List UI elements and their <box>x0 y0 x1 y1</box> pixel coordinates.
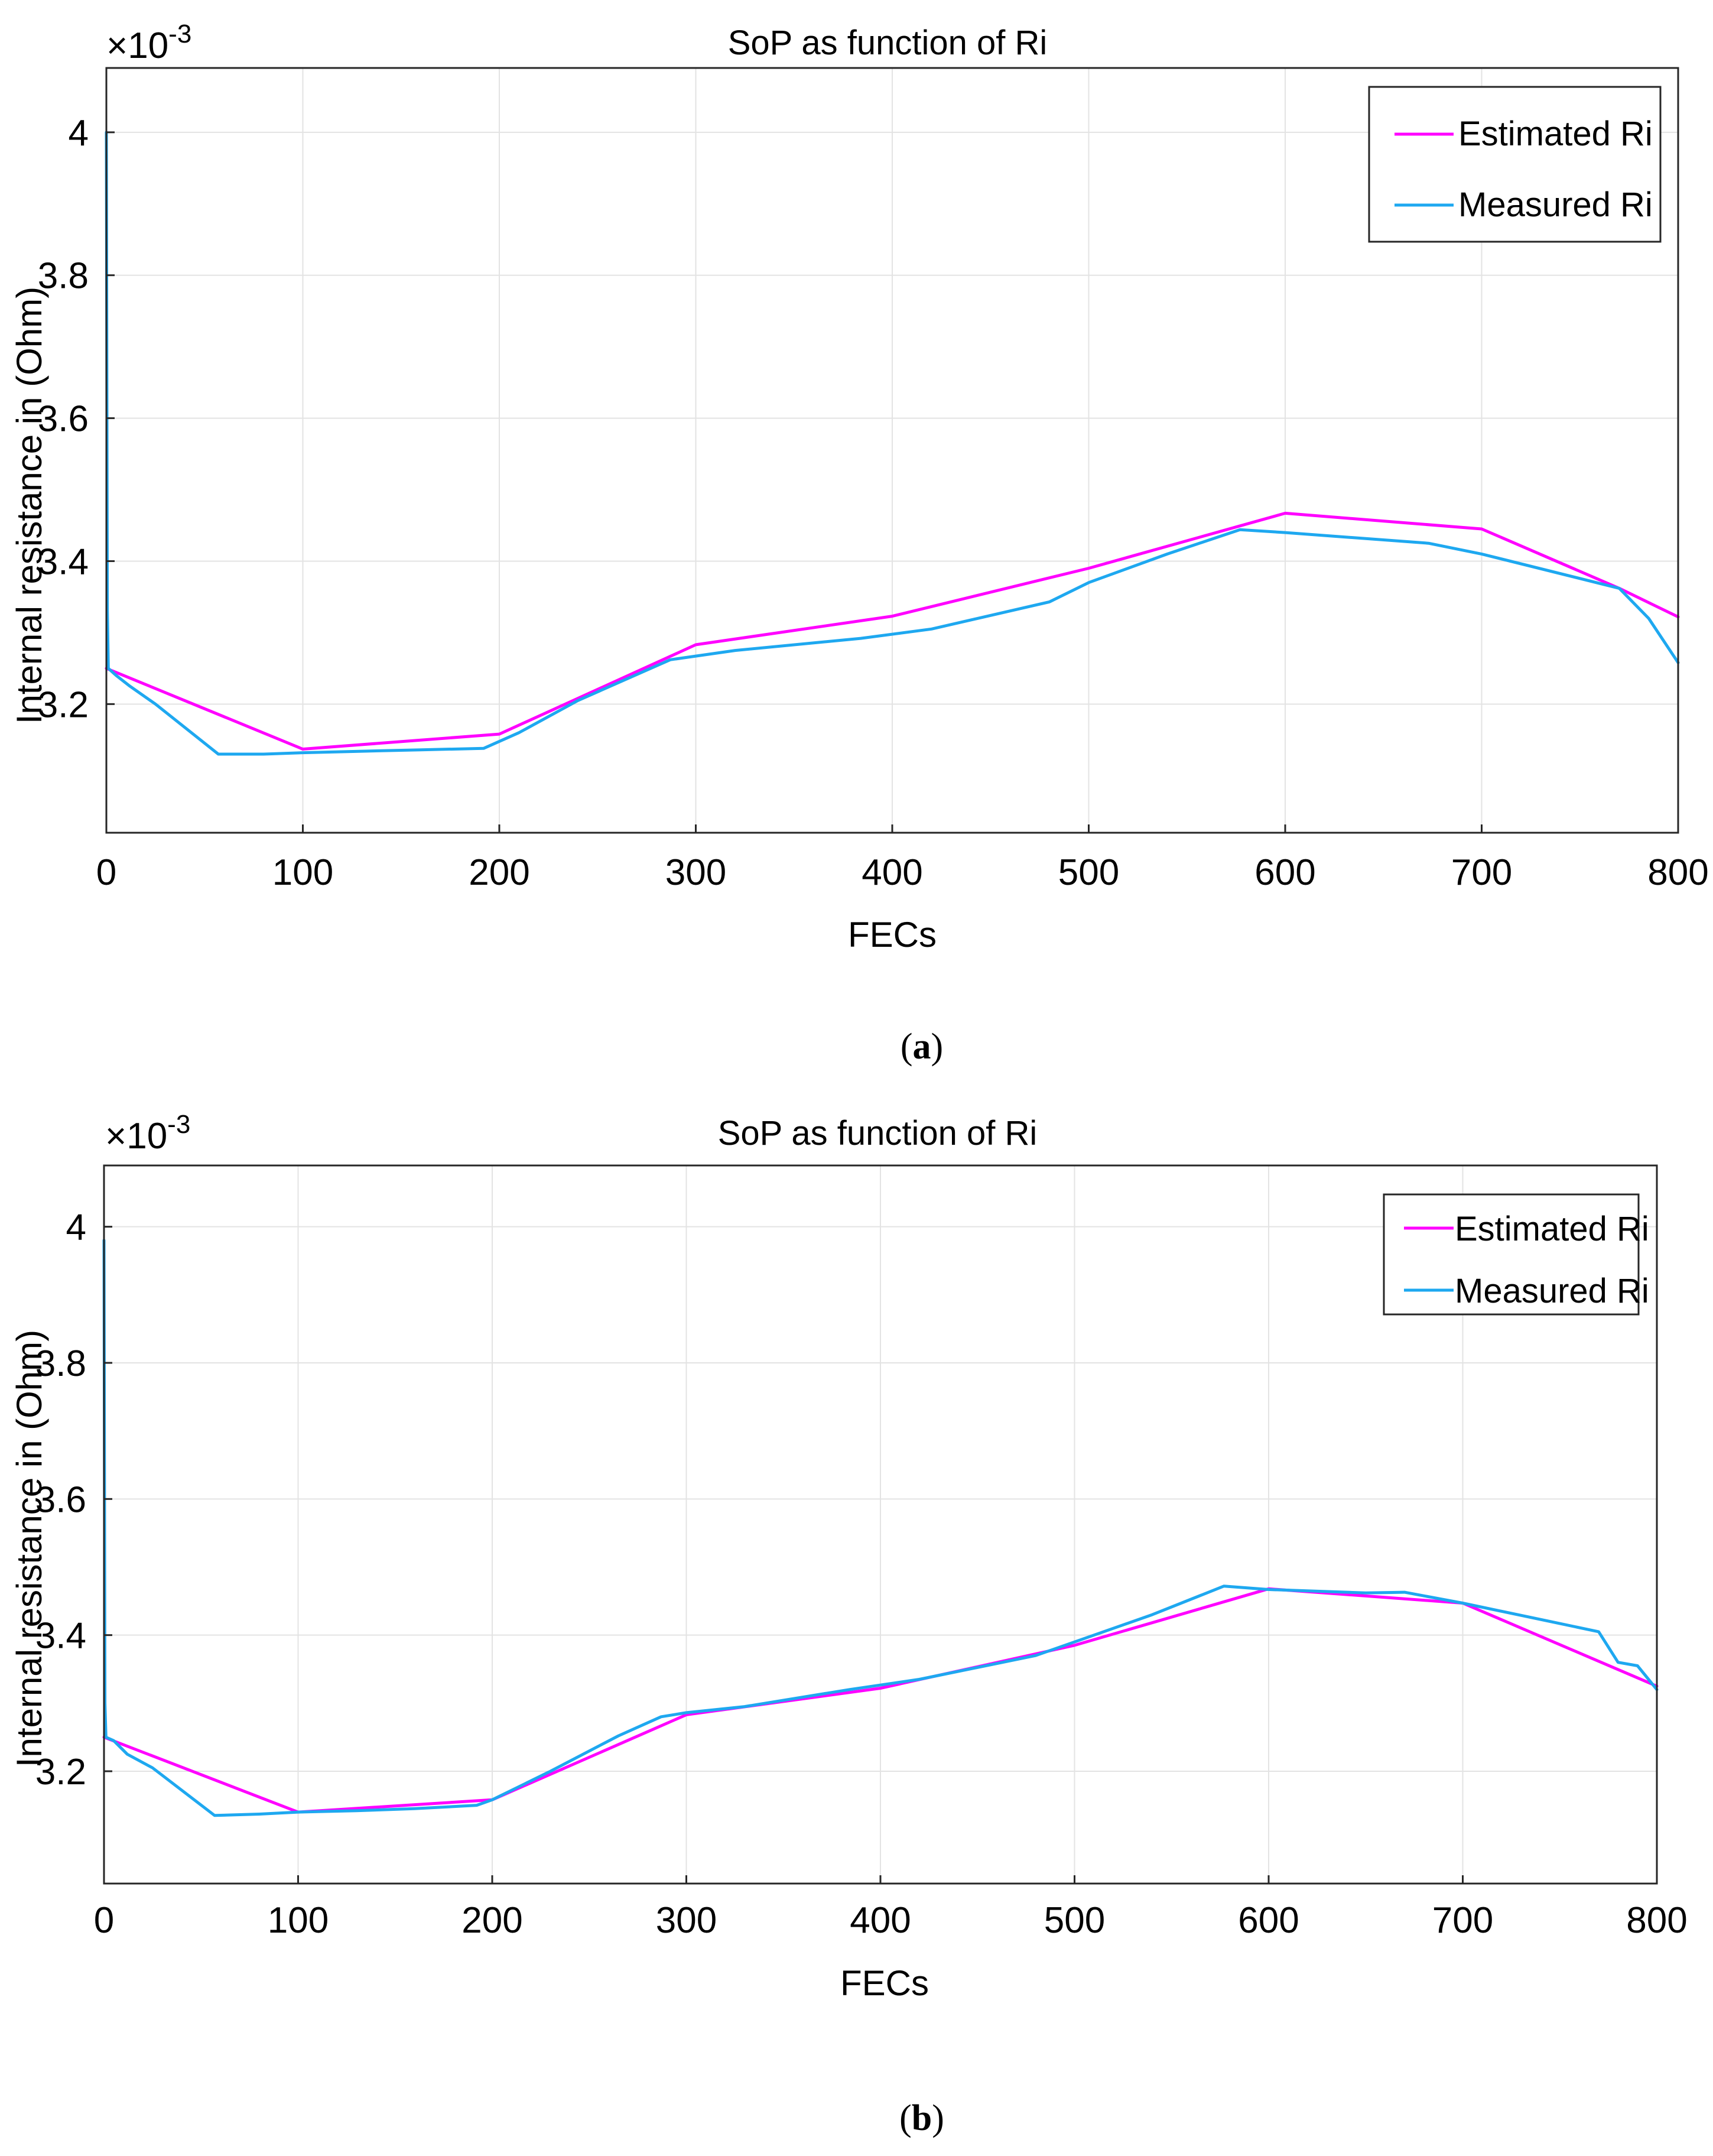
series-line-measured-ri <box>102 1239 1659 1817</box>
chart-b-y-ticks: 3.2 3.4 3.6 3.8 4 <box>35 1207 112 1793</box>
chart-a-y-exponent: ×10-3 <box>106 20 191 66</box>
chart-a-panel-label-open: ( <box>901 1027 913 1067</box>
y-tick-label: 3.4 <box>35 1616 86 1657</box>
x-tick-label: 700 <box>1432 1900 1493 1941</box>
chart-a-panel-label: (a) <box>901 1027 943 1067</box>
x-tick-label: 200 <box>461 1900 522 1941</box>
chart-b-y-exponent: ×10-3 <box>105 1110 190 1157</box>
chart-b-legend-box <box>1383 1193 1640 1316</box>
x-tick-label: 0 <box>94 1900 114 1941</box>
chart-a-x-axis-label: FECs <box>848 915 937 954</box>
chart-b-panel-label: (b) <box>899 2098 944 2138</box>
chart-b-panel-label-open: ( <box>899 2098 912 2138</box>
chart-b-title: SoP as function of Ri <box>718 1114 1038 1152</box>
x-tick-label: 700 <box>1451 852 1512 893</box>
y-tick-label: 4 <box>69 113 89 154</box>
x-tick-label: 600 <box>1254 852 1315 893</box>
y-tick-label: 3.2 <box>35 1752 86 1793</box>
x-tick-label: 500 <box>1044 1900 1105 1941</box>
chart-a-y-axis-label: Internal resistance in (Ohm) <box>9 287 49 724</box>
y-tick-label: 3.2 <box>38 684 89 725</box>
x-tick-label: 400 <box>850 1900 911 1941</box>
chart-b-x-ticks: 0 100 200 300 400 500 600 700 800 <box>94 1875 1688 1941</box>
series-line-estimated-ri <box>102 1587 1659 1814</box>
chart-b-panel-letter: b <box>912 2098 932 2138</box>
chart-a-legend-label-estimated: Estimated Ri <box>1458 115 1653 153</box>
x-tick-label: 800 <box>1626 1900 1687 1941</box>
chart-panel-b: SoP as function of Ri ×10-3 0 100 200 300 40… <box>9 1110 1688 2138</box>
x-tick-label: 400 <box>862 852 922 893</box>
chart-b-y-exponent-power: -3 <box>167 1110 190 1139</box>
x-tick-label: 200 <box>469 852 529 893</box>
chart-a-x-ticks: 0 100 200 300 400 500 600 700 800 <box>96 824 1709 893</box>
y-tick-label: 3.6 <box>35 1479 86 1520</box>
x-tick-label: 100 <box>268 1900 329 1941</box>
y-tick-label: 3.6 <box>38 399 89 440</box>
chart-b-legend-label-measured: Measured Ri <box>1455 1272 1649 1310</box>
x-tick-label: 500 <box>1058 852 1119 893</box>
x-tick-label: 600 <box>1238 1900 1299 1941</box>
chart-b-x-axis-label: FECs <box>840 1963 929 2003</box>
chart-a-y-exponent-power: -3 <box>168 20 191 48</box>
series-line-measured-ri <box>105 131 1680 756</box>
y-tick-label: 3.4 <box>38 541 89 582</box>
x-tick-label: 300 <box>656 1900 717 1941</box>
x-tick-label: 300 <box>665 852 726 893</box>
chart-a-title: SoP as function of Ri <box>728 24 1048 62</box>
chart-b-legend-label-estimated: Estimated Ri <box>1455 1210 1649 1248</box>
chart-a-legend: Estimated Ri Measured Ri <box>1368 86 1662 243</box>
y-tick-label: 4 <box>66 1207 86 1248</box>
x-tick-label: 100 <box>272 852 333 893</box>
chart-a-legend-label-measured: Measured Ri <box>1458 186 1653 224</box>
chart-panel-a: SoP as function of Ri ×10-3 0 100 200 300 40… <box>9 20 1709 1067</box>
x-tick-label: 0 <box>96 852 116 893</box>
x-tick-label: 800 <box>1647 852 1708 893</box>
chart-a-y-ticks: 3.2 3.4 3.6 3.8 4 <box>38 113 115 725</box>
chart-b-panel-label-close: ) <box>932 2098 944 2138</box>
chart-b-legend: Estimated Ri Measured Ri <box>1383 1193 1649 1316</box>
chart-b-series-layer <box>102 1239 1659 1817</box>
chart-b-y-axis-label: Internal resistance in (Ohm) <box>9 1330 49 1767</box>
chart-b-y-exponent-base: ×10 <box>105 1116 167 1157</box>
chart-a-legend-box <box>1368 86 1662 243</box>
chart-a-panel-label-close: ) <box>931 1027 944 1067</box>
y-tick-label: 3.8 <box>38 256 89 297</box>
chart-a-series-layer <box>105 131 1680 756</box>
y-tick-label: 3.8 <box>35 1343 86 1384</box>
chart-a-panel-letter: a <box>913 1027 931 1067</box>
chart-a-y-exponent-base: ×10 <box>106 25 168 66</box>
series-line-estimated-ri <box>105 511 1680 751</box>
